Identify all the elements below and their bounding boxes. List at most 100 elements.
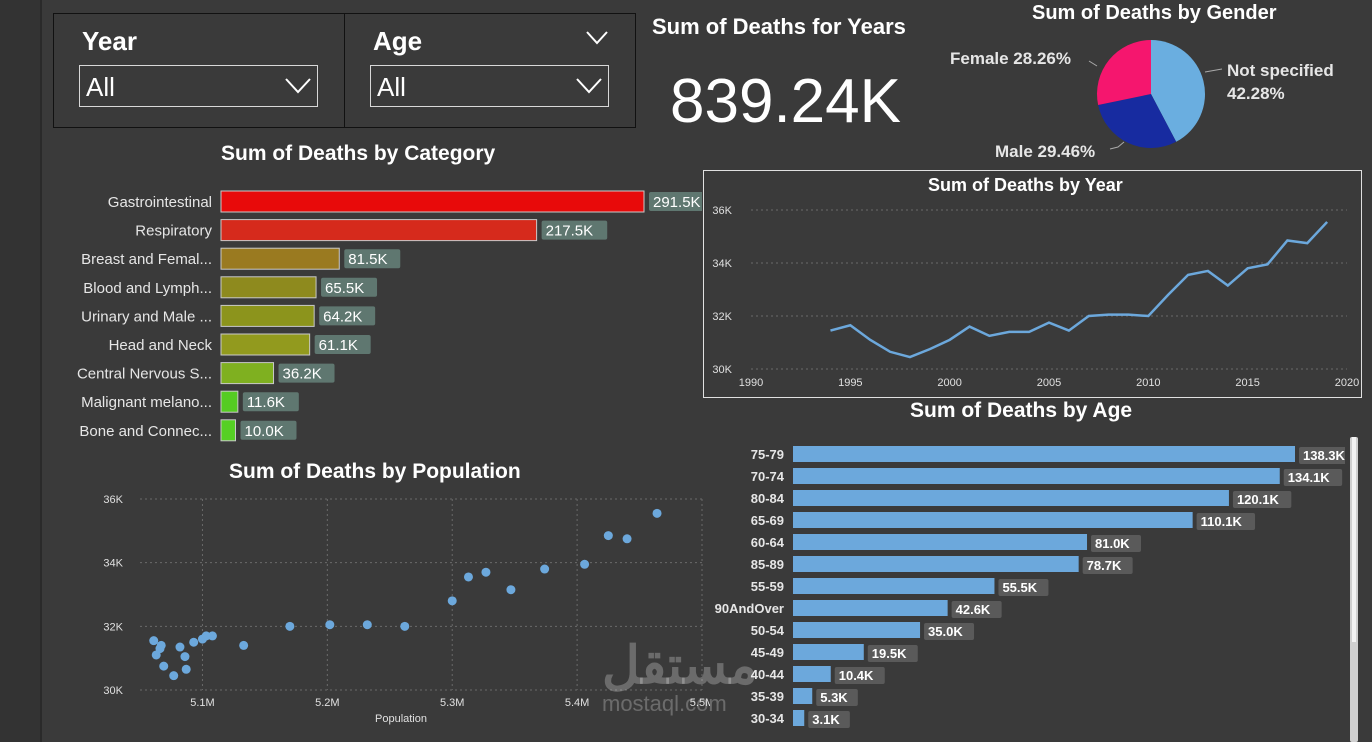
watermark-arabic: مستقل <box>602 637 758 695</box>
year-x-tick: 2010 <box>1136 377 1160 389</box>
age-label: 30-34 <box>751 711 785 726</box>
age-label: 85-89 <box>751 557 784 572</box>
age-data-label-bg <box>1082 557 1133 574</box>
category-bar <box>220 362 275 385</box>
age-data-label-bg <box>1232 491 1292 508</box>
pie-slice-male <box>1098 94 1177 148</box>
category-label: Central Nervous S... <box>77 366 212 383</box>
category-label: Blood and Lymph... <box>83 280 212 297</box>
gender-chart-title: Sum of Deaths by Gender <box>1032 2 1277 24</box>
age-data-label-bg <box>998 579 1049 596</box>
population-point <box>159 661 169 671</box>
pie-slice-female <box>1097 40 1151 105</box>
population-y-tick: 32K <box>103 621 123 633</box>
year-x-tick: 2020 <box>1335 377 1359 389</box>
age-data-label-bg <box>951 601 1002 618</box>
age-scrollbar[interactable] <box>1350 437 1358 742</box>
age-data-label-bg <box>816 689 858 706</box>
population-point <box>149 636 159 646</box>
category-bar-chart: Gastrointestinal 291.5K Respiratory 217.5K B… <box>77 190 702 442</box>
age-dropdown[interactable]: All <box>370 65 609 107</box>
population-point <box>481 567 491 577</box>
age-label: 75-79 <box>751 447 784 462</box>
category-data-label-bg <box>240 420 297 440</box>
population-x-tick: 5.2M <box>315 697 339 709</box>
age-data-label: 42.6K <box>956 602 991 617</box>
age-data-label: 55.5K <box>1002 580 1037 595</box>
population-x-axis-label: Population <box>375 713 427 725</box>
chevron-down-icon[interactable] <box>586 31 608 45</box>
age-slicer: Age All <box>344 13 636 128</box>
age-bar <box>793 490 1229 506</box>
chevron-down-icon <box>576 78 602 94</box>
population-point <box>201 631 211 641</box>
population-point <box>580 559 590 569</box>
population-point <box>400 621 410 631</box>
age-label: 50-54 <box>751 623 785 638</box>
age-bar <box>793 468 1280 484</box>
year-line-chart: 30K 32K 34K 36K 1990 1995 2000 2005 2010 2015 2020 <box>712 205 1359 389</box>
year-x-tick: 2000 <box>937 377 961 389</box>
category-label: Head and Neck <box>109 337 213 354</box>
category-data-label: 36.2K <box>283 366 322 383</box>
age-bar <box>793 512 1193 528</box>
population-point <box>180 652 190 662</box>
age-data-label: 120.1K <box>1237 492 1280 507</box>
category-data-label-bg <box>242 392 299 412</box>
age-bar <box>793 534 1088 550</box>
age-data-label-bg <box>1299 447 1345 464</box>
age-data-label: 134.1K <box>1288 470 1331 485</box>
population-x-tick: 5.3M <box>440 697 464 709</box>
category-data-label: 64.2K <box>323 308 362 325</box>
population-point <box>447 596 457 606</box>
population-y-tick: 30K <box>103 685 123 697</box>
age-data-label: 81.0K <box>1095 536 1130 551</box>
year-y-tick: 34K <box>712 258 732 270</box>
year-dropdown-value: All <box>86 72 115 102</box>
age-data-label: 35.0K <box>928 624 963 639</box>
age-bar <box>793 666 831 682</box>
population-scatter-chart: 30K 32K 34K 36K 5.1M 5.2M 5.3M 5.4M 5.5M Populati… <box>103 494 710 725</box>
population-point <box>175 642 185 652</box>
age-label: 45-49 <box>751 645 784 660</box>
pie-leader-female <box>1088 60 1098 67</box>
age-data-label-bg <box>834 667 885 684</box>
age-scrollbar-thumb[interactable] <box>1352 437 1356 642</box>
age-data-label: 5.3K <box>820 690 848 705</box>
category-bar <box>220 333 311 356</box>
population-point <box>463 572 473 582</box>
category-label: Bone and Connec... <box>79 423 212 440</box>
age-bar <box>793 556 1079 572</box>
age-data-label-bg <box>867 645 918 662</box>
age-data-label-bg <box>1283 469 1343 486</box>
population-point <box>285 621 295 631</box>
category-label: Breast and Femal... <box>81 251 212 268</box>
population-point <box>189 637 199 647</box>
population-point <box>207 631 217 641</box>
category-data-label-bg <box>649 192 702 211</box>
age-bar <box>793 710 805 726</box>
year-y-tick: 36K <box>712 205 732 217</box>
age-label: 80-84 <box>751 491 785 506</box>
kpi-value: 839.24K <box>670 67 901 136</box>
pie-slice-not-specified <box>1151 40 1205 142</box>
age-bar <box>793 600 948 616</box>
age-data-label-bg <box>1091 535 1142 552</box>
year-x-tick: 2005 <box>1037 377 1061 389</box>
population-x-tick: 5.5M <box>690 697 710 709</box>
age-label: 65-69 <box>751 513 784 528</box>
category-data-label: 81.5K <box>348 251 387 268</box>
category-data-label-bg <box>321 277 378 297</box>
pie-label-not-specified-value: 42.28% <box>1227 84 1285 103</box>
age-data-label: 10.4K <box>839 668 874 683</box>
age-label: 55-59 <box>751 579 784 594</box>
population-point <box>181 664 191 674</box>
year-dropdown[interactable]: All <box>79 65 318 107</box>
category-data-label: 61.1K <box>319 337 358 354</box>
category-bar <box>220 219 538 242</box>
age-slicer-title: Age <box>373 26 423 56</box>
age-bar <box>793 622 921 638</box>
population-chart-title: Sum of Deaths by Population <box>229 460 521 483</box>
category-data-label: 10.0K <box>245 423 284 440</box>
year-chart-title: Sum of Deaths by Year <box>928 175 1123 195</box>
